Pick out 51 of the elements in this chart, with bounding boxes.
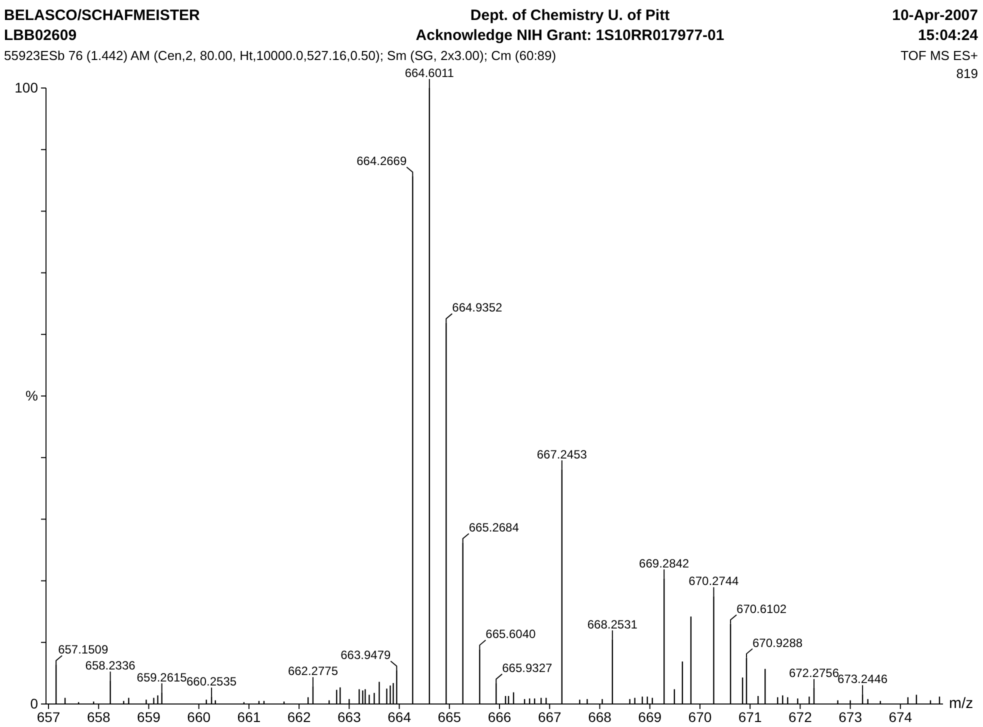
x-tick-label: 659 [137, 708, 161, 725]
annotation: 670.6102 [736, 602, 787, 616]
annotation: 664.9352 [452, 300, 503, 315]
x-tick-label: 669 [638, 708, 662, 725]
x-tick-label: 671 [738, 708, 762, 725]
x-tick-label: 672 [788, 708, 812, 725]
annotation: 672.2756 [788, 666, 840, 680]
chart-title: Dept. of Chemistry U. of Pitt [470, 7, 670, 24]
annotation: 669.2842 [639, 556, 690, 570]
annotation: 658.2336 [85, 658, 136, 673]
text: 15:04:24 [918, 27, 979, 44]
x-tick-label: 661 [237, 708, 261, 725]
y-tick-label: 0 [30, 695, 38, 712]
x-tick-label: 657 [36, 708, 60, 725]
annotation: 665.9327 [502, 661, 553, 676]
annotation: 665.2684 [468, 520, 520, 535]
annotation: 668.2531 [587, 617, 638, 632]
x-tick-label: 673 [838, 708, 862, 725]
x-tick-label: 660 [187, 708, 211, 725]
x-tick-label: 666 [488, 708, 512, 725]
annotation: 660.2535 [186, 674, 237, 689]
x-tick-label: 667 [538, 708, 562, 725]
annotation: 664.2669 [356, 154, 407, 168]
annotation: 673.2446 [838, 672, 888, 686]
y-tick-label: 100 [14, 79, 38, 96]
chart-subtitle: Acknowledge NIH Grant: 1S10RR017977-01 [416, 27, 724, 44]
x-tick-label: 665 [438, 708, 462, 725]
y-tick-label: % [26, 387, 38, 404]
x-tick-label: 658 [86, 708, 111, 725]
text: BELASCO/SCHAFMEISTER [4, 7, 200, 24]
annotation: 665.6040 [486, 627, 536, 642]
text: TOF MS ES+ [900, 48, 978, 63]
annotation: 664.6011 [404, 66, 454, 80]
x-tick-label: 663 [337, 708, 362, 725]
annotation: 662.2775 [288, 664, 338, 678]
text: 10-Apr-2007 [892, 7, 978, 24]
annotation: 659.2615 [136, 670, 188, 684]
text: 55923ESb 76 (1.442) AM (Cen,2, 80.00, Ht,10000.0,527.16,0.50); Sm (SG, 2x3.00); Cm (60:89) [4, 48, 556, 63]
x-tick-label: 670 [688, 708, 712, 725]
annotation: 663.9479 [340, 648, 391, 662]
x-tick-label: 664 [388, 708, 412, 725]
text: 819 [956, 66, 978, 81]
x-tick-label: 674 [888, 708, 912, 725]
annotation: 657.1509 [58, 642, 108, 657]
x-tick-label: 668 [588, 708, 612, 725]
annotation: 670.9288 [752, 636, 803, 650]
text: LBB02609 [4, 27, 77, 44]
x-tick-label: 662 [287, 708, 311, 725]
annotation: 670.2744 [688, 574, 740, 588]
x-axis-title: m/z [949, 695, 974, 712]
annotation: 667.2453 [536, 447, 588, 462]
